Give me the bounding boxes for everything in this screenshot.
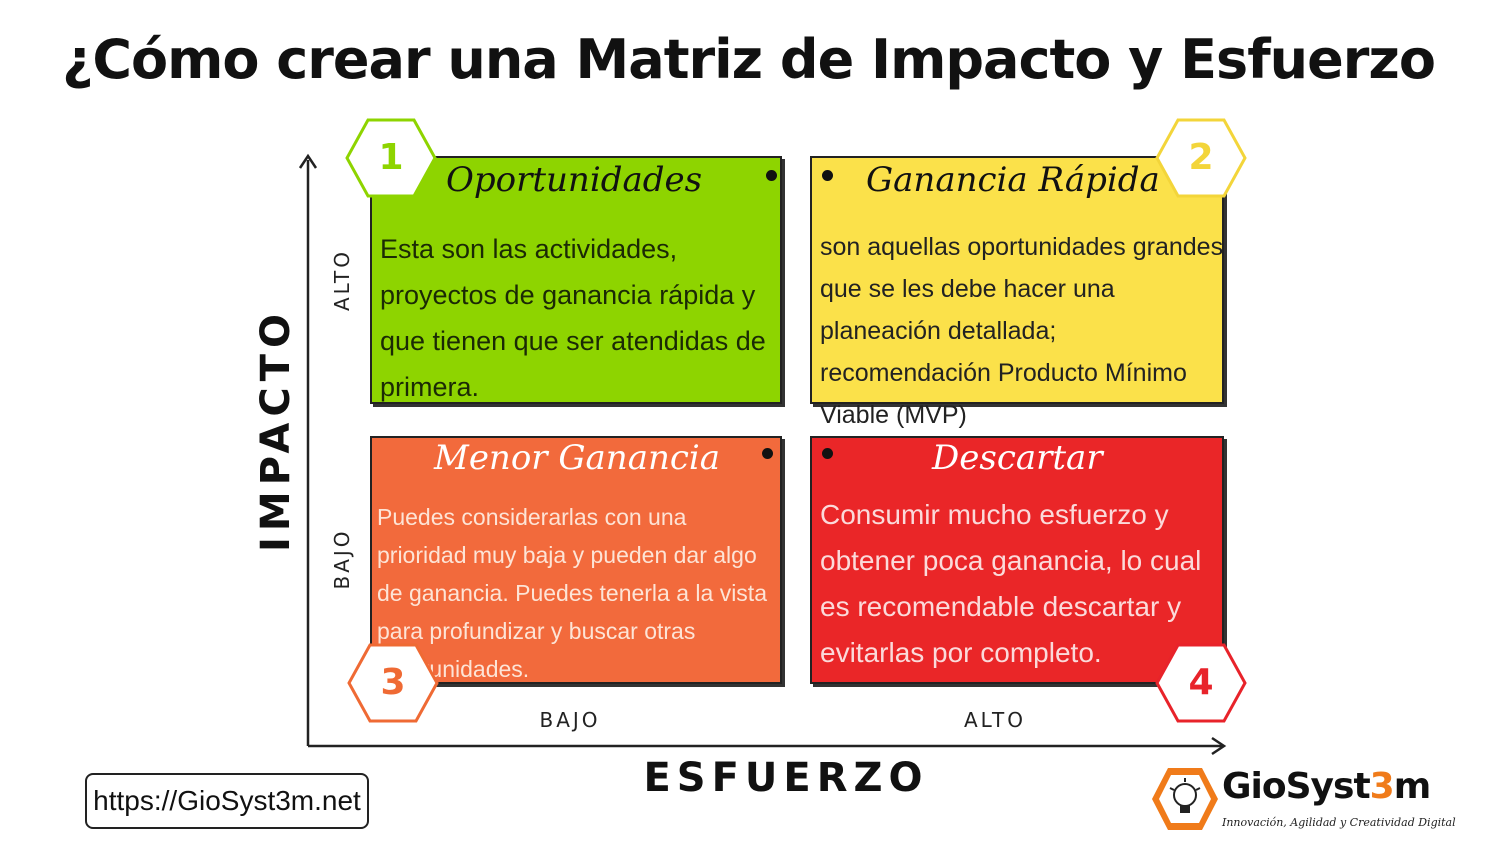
bullet-dot <box>822 170 833 181</box>
quadrant-description: son aquellas oportunidades grandes que s… <box>820 233 1224 429</box>
hexagon-icon <box>1155 643 1247 723</box>
quadrant-descartar: Descartar Consumir mucho esfuerzo y obte… <box>810 436 1224 684</box>
page-title: ¿Cómo crear una Matriz de Impacto y Esfu… <box>0 28 1497 91</box>
hexagon-icon <box>1155 118 1247 198</box>
x-tick-alto: ALTO <box>963 708 1027 732</box>
quadrant-number: 1 <box>378 137 404 178</box>
quadrant-4-badge: 4 <box>1155 642 1247 724</box>
quadrant-number: 4 <box>1188 662 1214 703</box>
quadrant-ganancia-rapida: Ganancia Rápida son aquellas oportunidad… <box>810 156 1224 429</box>
y-axis-arrowhead <box>298 153 318 169</box>
quadrant-menor-ganancia: Menor Ganancia Puedes considerarlas con … <box>370 436 782 684</box>
quadrant-3-badge: 3 <box>347 642 439 724</box>
y-tick-alto: ALTO <box>330 248 354 312</box>
quadrant-description: Esta son las actividades, proyectos de g… <box>380 234 766 402</box>
x-tick-bajo: BAJO <box>539 708 601 732</box>
quadrant-oportunidades: Oportunidades Esta son las actividades, … <box>370 156 782 404</box>
bullet-dot <box>762 448 773 459</box>
brand-tagline: Innovación, Agilidad y Creatividad Digit… <box>1222 816 1456 829</box>
title-text-after: de Impacto y Esfuerzo <box>762 28 1436 91</box>
x-axis-title: ESFUERZO <box>643 755 929 801</box>
quadrant-title: Oportunidades <box>446 160 703 200</box>
bullet-dot <box>766 170 777 181</box>
quadrant-number: 2 <box>1188 137 1214 178</box>
lightbulb-hexagon-icon <box>1152 768 1218 830</box>
y-tick-bajo: BAJO <box>330 528 354 590</box>
brand-name: GioSyst3m <box>1222 766 1431 807</box>
quadrant-title: Menor Ganancia <box>434 438 721 478</box>
brand-logo: GioSyst3m Innovación, Agilidad y Creativ… <box>1150 764 1456 834</box>
hexagon-icon <box>345 118 437 198</box>
quadrant-1-badge: 1 <box>345 117 437 199</box>
title-text-before: ¿Cómo crear una <box>62 28 576 91</box>
website-url-link[interactable]: https://GioSyst3m.net <box>85 773 369 829</box>
quadrant-2-badge: 2 <box>1155 117 1247 199</box>
quadrant-title: Descartar <box>932 438 1103 478</box>
quadrant-title: Ganancia Rápida <box>866 160 1160 200</box>
y-axis-title: IMPACTO <box>253 308 299 552</box>
quadrant-number: 3 <box>380 662 406 703</box>
title-highlight-word: Matriz <box>575 28 764 91</box>
quadrant-description: Puedes considerarlas con una prioridad m… <box>377 504 767 682</box>
x-axis-arrowhead <box>1211 736 1227 756</box>
hexagon-icon <box>347 643 439 723</box>
quadrant-description: Consumir mucho esfuerzo y obtener poca g… <box>820 499 1202 668</box>
bullet-dot <box>822 448 833 459</box>
